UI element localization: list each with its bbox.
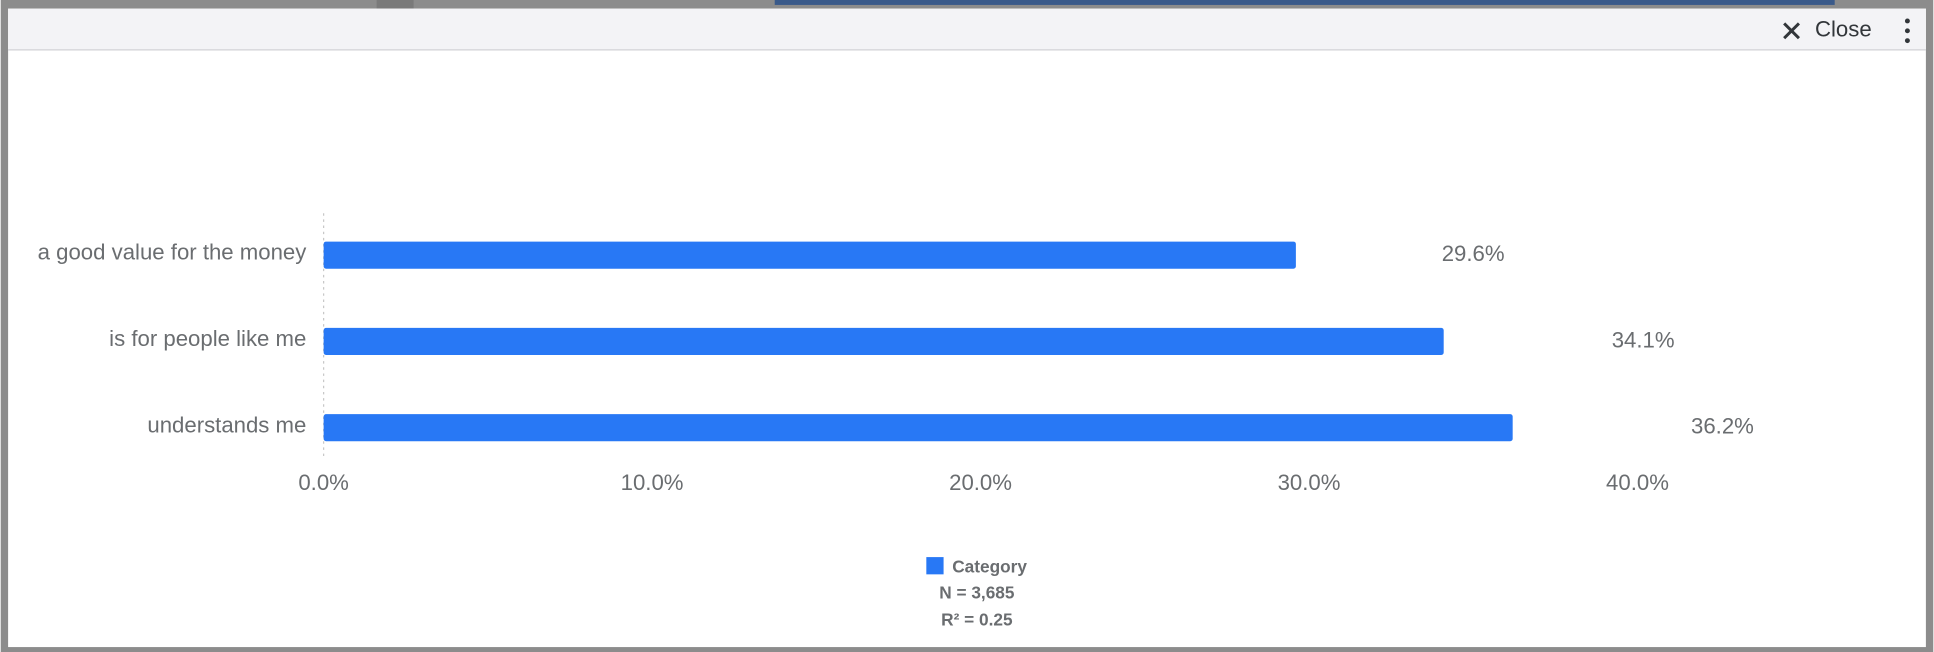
bar <box>323 414 1513 442</box>
close-button[interactable]: Close <box>1783 17 1872 42</box>
x-tick-label: 20.0% <box>949 470 1012 495</box>
backdrop-bar <box>774 0 1835 5</box>
bar <box>323 327 1444 355</box>
menu-dot <box>1904 18 1910 24</box>
value-label: 36.2% <box>1691 414 1754 439</box>
x-tick-label: 40.0% <box>1606 470 1669 495</box>
menu-dot <box>1904 38 1910 44</box>
close-label[interactable]: Close <box>1815 17 1872 42</box>
category-label: a good value for the money <box>38 240 308 265</box>
legend-swatch <box>926 557 944 575</box>
category-label: understands me <box>147 412 306 437</box>
annotation: N = 3,685 <box>939 583 1015 603</box>
modal-header <box>8 8 1926 50</box>
value-label: 34.1% <box>1612 327 1675 352</box>
close-icon <box>1783 22 1800 40</box>
annotation: R² = 0.25 <box>941 610 1013 630</box>
legend-label: Category <box>952 557 1027 577</box>
more-menu[interactable] <box>1904 18 1910 44</box>
bar <box>323 241 1296 269</box>
x-tick-label: 30.0% <box>1278 470 1341 495</box>
plot: 0.0% 10.0% 20.0% 30.0% 40.0% a good value for… <box>38 240 1754 495</box>
menu-dot <box>1904 28 1910 34</box>
category-label: is for people like me <box>109 326 306 351</box>
x-tick-label: 10.0% <box>621 470 684 495</box>
x-tick-label: 0.0% <box>298 470 349 495</box>
value-label: 29.6% <box>1442 241 1505 266</box>
